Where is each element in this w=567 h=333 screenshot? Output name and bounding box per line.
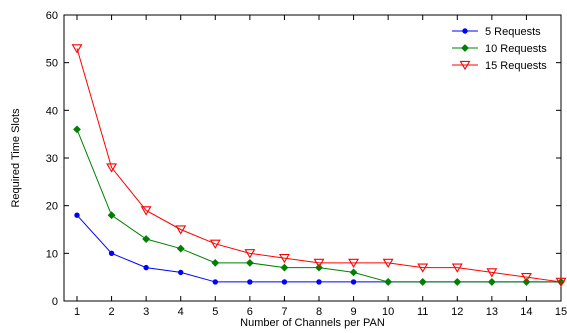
series-line — [76, 48, 562, 283]
x-tick-label: 11 — [417, 306, 428, 318]
x-tick-label: 6 — [247, 306, 253, 318]
legend-item: 15 Requests — [452, 60, 547, 72]
legend-marker — [461, 44, 469, 52]
data-point — [316, 279, 322, 285]
data-point — [245, 258, 254, 267]
x-tick-label: 9 — [351, 306, 357, 318]
data-point — [384, 278, 393, 286]
x-tick-label: 3 — [143, 306, 149, 318]
data-point — [278, 253, 290, 264]
x-tick-label: 12 — [451, 306, 463, 318]
data-point — [350, 279, 357, 285]
x-axis-label: Number of Channels per PAN — [240, 317, 385, 329]
y-tick-label: 30 — [46, 153, 58, 165]
x-tick-label: 5 — [212, 306, 218, 318]
data-point — [417, 263, 429, 273]
y-tick-label: 10 — [46, 248, 58, 260]
data-point — [313, 258, 325, 269]
data-point — [281, 279, 288, 285]
x-axis: 1 2 3 4 5 6 7 8 9 10 11 12 13 14 15 — [74, 15, 567, 318]
data-point — [247, 279, 253, 285]
series-3 — [71, 44, 567, 288]
data-point — [555, 277, 567, 288]
data-point — [106, 163, 118, 173]
data-point — [418, 278, 427, 286]
y-axis-label: Required Time Slots — [10, 108, 22, 208]
x-tick-label: 2 — [109, 306, 115, 318]
x-tick-label: 7 — [281, 306, 287, 318]
data-point — [71, 44, 83, 54]
y-tick-label: 60 — [46, 10, 58, 22]
x-tick-label: 10 — [382, 306, 394, 318]
series-layer — [71, 44, 567, 288]
y-axis: 0 10 20 30 40 50 60 — [46, 10, 561, 308]
data-point — [73, 125, 81, 134]
x-tick-label: 15 — [555, 306, 567, 318]
data-point — [175, 225, 187, 235]
data-point — [451, 263, 463, 273]
data-point — [212, 279, 218, 285]
legend-marker — [459, 60, 471, 71]
data-point — [178, 269, 184, 276]
legend: 5 Requests 10 Requests 15 Requests — [452, 26, 547, 72]
y-tick-label: 0 — [52, 296, 58, 308]
x-tick-label: 8 — [316, 306, 322, 318]
x-tick-label: 13 — [486, 306, 498, 318]
plot-area — [63, 14, 562, 302]
x-tick-label: 14 — [520, 306, 532, 318]
legend-marker — [462, 28, 468, 34]
legend-label: 10 Requests — [485, 43, 547, 55]
data-point — [382, 258, 394, 269]
data-point — [140, 206, 152, 216]
legend-label: 15 Requests — [485, 60, 547, 72]
data-point — [211, 258, 220, 267]
data-point — [142, 235, 151, 243]
data-point — [244, 249, 256, 259]
x-tick-label: 4 — [178, 306, 184, 318]
legend-label: 5 Requests — [485, 26, 541, 38]
x-tick-label: 1 — [74, 306, 80, 318]
data-point — [108, 250, 115, 257]
data-point — [487, 278, 496, 286]
data-point — [348, 258, 360, 269]
legend-item: 5 Requests — [452, 26, 541, 38]
data-point — [143, 264, 149, 271]
y-tick-label: 40 — [46, 105, 58, 117]
y-tick-label: 20 — [46, 201, 58, 213]
data-point — [176, 244, 185, 253]
data-point — [209, 239, 221, 249]
data-point — [453, 278, 462, 286]
data-point — [74, 212, 80, 218]
data-point — [520, 273, 532, 283]
y-tick-label: 50 — [46, 58, 58, 70]
data-point — [349, 268, 358, 277]
data-point — [107, 211, 116, 220]
legend-item: 10 Requests — [452, 43, 547, 55]
data-point — [280, 263, 289, 272]
data-point — [486, 268, 498, 278]
